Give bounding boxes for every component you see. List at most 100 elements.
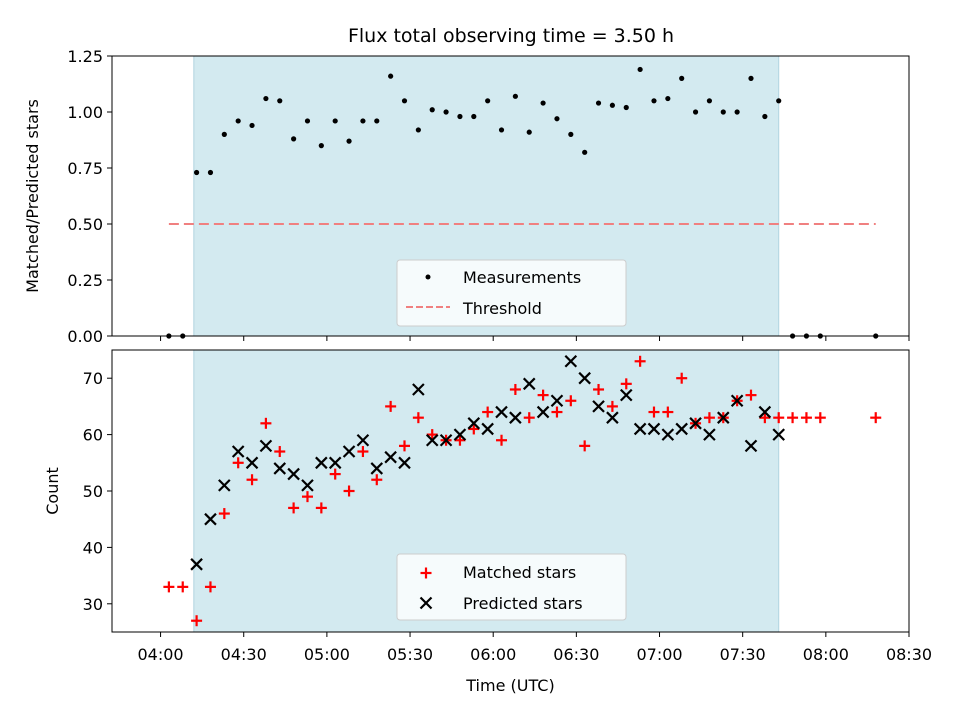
predicted-stars-points [190,355,785,571]
measurement-point [429,107,435,113]
predicted-star-point [675,422,688,436]
matched-star-point [787,412,799,424]
matched-stars-points [163,355,882,627]
predicted-star-point [744,439,758,453]
matched-star-point [551,406,563,418]
predicted-stars-legend-marker [419,596,433,610]
predicted-star-point [716,411,730,424]
ratio-x-ticks [160,336,910,341]
measurement-point [568,131,574,137]
y-tick-label: 0.50 [67,215,103,234]
matched-star-point [703,412,715,424]
predicted-star-point [425,433,439,447]
predicted-star-point [342,445,356,458]
predicted-star-point [245,456,259,470]
measurement-point [291,136,297,142]
measurement-point [235,118,241,124]
x-tick-label: 07:30 [720,645,766,664]
matched-star-point [565,395,577,407]
measurements-legend-label: Measurements [463,268,581,287]
ratio-y-axis-label: Matched/Predicted stars [23,99,42,293]
predicted-star-point [259,439,273,453]
predicted-star-point [190,558,203,571]
measurement-point [734,109,740,115]
measurement-point [526,129,532,135]
predicted-star-point [231,445,245,458]
predicted-star-point [509,411,522,424]
legend-plus-marker [420,567,432,579]
matched-star-point [634,355,646,367]
matched-stars-legend-marker [420,567,432,579]
x-tick-label: 06:30 [553,645,599,664]
measurement-point [374,118,380,124]
matched-star-point [218,508,230,520]
matched-star-point [357,446,369,458]
x-tick-label: 05:30 [387,645,433,664]
measurement-point [609,102,615,108]
x-axis-label: Time (UTC) [465,676,554,695]
x-tick-label: 08:00 [803,645,849,664]
matched-star-point [426,429,438,441]
predicted-stars-legend-label: Predicted stars [463,594,583,613]
measurement-point [595,100,602,106]
predicted-star-point [481,422,494,436]
x-tick-label: 06:00 [470,645,516,664]
predicted-star-point [578,371,591,385]
measurement-point [346,138,352,144]
matched-star-point [246,474,258,486]
matched-star-point [606,400,618,412]
matched-star-point [620,378,632,390]
count-y-axis-label: Count [43,467,62,515]
ratio-panel: 0.00 0.25 0.50 0.75 1.00 1.25 Matched/Predict… [23,47,910,346]
matched-star-point [814,412,826,424]
measurement-point [762,113,768,120]
measurement-point [332,118,338,124]
y-tick-label: 50 [83,482,103,501]
measurement-point [388,73,394,79]
measurement-point [692,109,699,115]
predicted-star-point [703,428,716,441]
measurement-point [207,169,214,176]
predicted-star-point [287,467,300,481]
matched-star-point [232,457,244,469]
matched-star-point [745,389,757,401]
measurement-point [304,118,311,124]
matched-star-point [773,412,785,424]
predicted-star-point [439,433,453,447]
predicted-star-point [772,428,785,441]
predicted-star-point [536,405,550,419]
matched-star-point [177,581,189,593]
measurement-point [512,93,518,99]
predicted-star-point [328,456,342,470]
measurement-point [776,98,782,104]
matched-star-point [482,406,494,418]
matched-star-point [343,485,355,497]
measurement-point [415,127,421,133]
predicted-star-point [495,405,508,419]
x-tick-label: 04:30 [221,645,267,664]
matched-star-point [163,581,175,593]
measurement-point [457,113,463,120]
measurement-point [194,169,200,176]
ratio-axes-frame [111,55,910,337]
legend-x-marker [419,596,433,610]
count-y-ticks: 30 40 50 60 70 [83,369,112,614]
matched-star-point [870,412,882,424]
predicted-star-point [315,456,328,470]
y-tick-label: 0.25 [67,271,103,290]
predicted-star-point [730,394,744,408]
predicted-star-point [370,462,384,475]
measurement-point [221,131,227,137]
matched-star-point [329,468,341,480]
measurement-point [263,95,269,102]
count-legend-box [396,553,627,621]
matched-star-point [260,417,272,429]
predicted-star-point [647,422,661,436]
matched-star-point [759,412,771,424]
y-tick-label: 1.00 [67,103,103,122]
y-tick-label: 30 [83,595,103,614]
measurement-point [582,149,588,155]
predicted-star-point [606,411,619,424]
matched-star-point [579,440,591,452]
